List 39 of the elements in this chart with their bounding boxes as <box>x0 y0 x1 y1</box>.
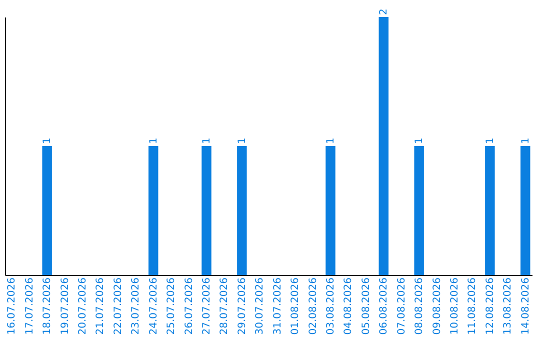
x-tick-label: 25.07.2026 <box>166 278 178 335</box>
x-tick-label: 19.07.2026 <box>60 278 71 335</box>
data-label: 1 <box>484 138 496 144</box>
data-label: 1 <box>42 138 54 144</box>
data-label: 1 <box>414 138 426 144</box>
x-tick-label: 02.08.2026 <box>308 278 319 335</box>
x-tick-label: 21.07.2026 <box>95 278 106 335</box>
x-tick-label: 16.07.2026 <box>6 278 18 335</box>
x-tick-label: 17.07.2026 <box>24 278 36 335</box>
x-tick-label: 27.07.2026 <box>202 278 212 335</box>
x-tick-label: 28.07.2026 <box>219 278 230 335</box>
x-tick-label: 04.08.2026 <box>343 278 354 335</box>
x-tick-label: 20.07.2026 <box>78 278 88 335</box>
x-tick-label: 03.08.2026 <box>326 278 336 335</box>
x-tick-label: 11.08.2026 <box>467 278 478 335</box>
x-tick-label: 30.07.2026 <box>254 278 266 335</box>
data-label: 2 <box>378 8 390 15</box>
x-tick-label: 22.07.2026 <box>112 278 124 335</box>
x-tick-label: 29.07.2026 <box>236 278 248 335</box>
x-tick-label: 14.08.2026 <box>520 278 532 335</box>
data-label: 1 <box>148 138 160 144</box>
x-tick-label: 10.08.2026 <box>450 278 460 335</box>
data-label: 1 <box>326 138 336 144</box>
x-tick-label: 01.08.2026 <box>290 278 302 335</box>
x-tick-label: 06.08.2026 <box>378 278 390 335</box>
x-tick-label: 24.07.2026 <box>148 278 160 335</box>
x-tick-label: 05.08.2026 <box>360 278 372 335</box>
data-label: 1 <box>520 138 532 144</box>
x-tick-label: 12.08.2026 <box>484 278 496 335</box>
data-label: 1 <box>236 138 248 144</box>
x-tick-label: 07.08.2026 <box>396 278 408 335</box>
data-label: 1 <box>202 138 212 144</box>
x-tick-label: 23.07.2026 <box>130 278 142 335</box>
x-tick-label: 18.07.2026 <box>42 278 54 335</box>
x-tick-label: 31.07.2026 <box>272 278 284 335</box>
x-tick-label: 08.08.2026 <box>414 278 426 335</box>
x-tick-label: 09.08.2026 <box>432 278 443 335</box>
x-tick-label: 13.08.2026 <box>502 278 514 335</box>
x-tick-label: 26.07.2026 <box>184 278 195 335</box>
